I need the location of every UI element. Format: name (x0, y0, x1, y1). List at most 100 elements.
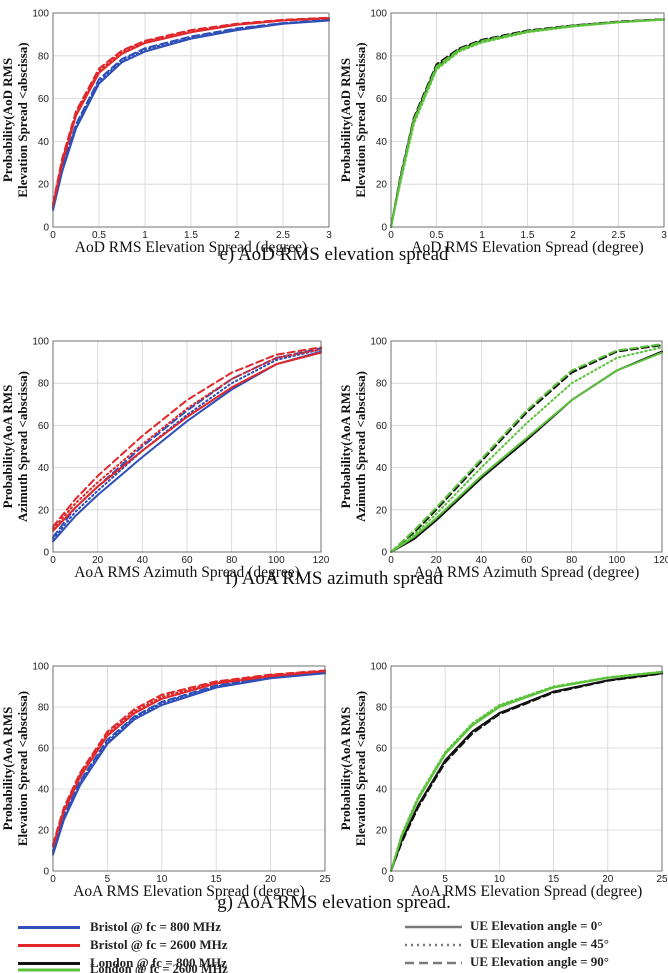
legend-label: London @ fc = 2600 MHz (90, 962, 228, 973)
y-tick-label: 40 (376, 785, 388, 796)
series-line (52, 346, 322, 528)
series-line (390, 343, 663, 553)
x-tick-label: 120 (313, 555, 330, 566)
y-tick-label: 40 (38, 137, 50, 148)
legend-style-label: UE Elevation angle = 90° (470, 954, 609, 969)
y-tick-label: 0 (43, 867, 49, 878)
y-axis-label: Azimuth Spread <abscissa) (15, 371, 30, 522)
legend-item-bristol-800: Bristol @ fc = 800 MHz (18, 918, 221, 936)
plot-frame (390, 12, 665, 228)
x-tick-label: 100 (268, 555, 285, 566)
y-tick-label: 0 (381, 867, 387, 878)
series-line (52, 351, 322, 532)
x-tick-label: 25 (656, 874, 668, 885)
x-tick-label: 60 (521, 555, 533, 566)
y-tick-label: 0 (43, 223, 49, 234)
series-line (390, 344, 663, 553)
x-tick-label: 2 (234, 230, 240, 241)
series-line (52, 671, 326, 852)
y-tick-label: 0 (381, 223, 387, 234)
y-tick-label: 60 (376, 744, 388, 755)
y-axis-label: Elevation Spread <abscissa) (353, 42, 368, 197)
y-axis-label: Probability(AoD RMS (0, 58, 15, 182)
y-tick-label: 60 (38, 421, 50, 432)
legend-style-label: UE Elevation angle = 45° (470, 936, 609, 951)
y-tick-label: 0 (43, 548, 49, 559)
y-axis-label: Elevation Spread <abscissa) (15, 42, 30, 197)
plot-frame (390, 340, 663, 553)
x-tick-label: 3 (661, 230, 667, 241)
x-tick-label: 15 (211, 874, 223, 885)
x-tick-label: 20 (92, 555, 104, 566)
x-tick-label: 80 (226, 555, 238, 566)
x-tick-label: 120 (654, 555, 668, 566)
y-tick-label: 20 (376, 180, 388, 191)
x-tick-label: 2.5 (612, 230, 626, 241)
x-tick-label: 1 (142, 230, 148, 241)
y-tick-label: 60 (38, 94, 50, 105)
legend-item-london-800: London @ fc = 800 MHz (18, 954, 227, 972)
y-tick-label: 80 (38, 51, 50, 62)
legend-item-bristol-2600: Bristol @ fc = 2600 MHz (18, 936, 228, 954)
y-tick-label: 100 (32, 337, 49, 348)
y-tick-label: 100 (370, 662, 387, 673)
x-tick-label: 0.5 (92, 230, 106, 241)
legend-style-label: UE Elevation angle = 0° (470, 918, 603, 933)
chart-e-left: 0 0.5 1 1.5 2 2.5 3 0 20 40 60 80 100 AoD RMS Elevati… (0, 9, 332, 257)
y-axis-label: Probability(AoA RMS (338, 707, 353, 831)
caption-g: g) AoA RMS elevation spread. (217, 892, 451, 913)
caption-f: f) AoA RMS azimuth spread (225, 568, 443, 589)
y-axis-label: Probability(AoA RMS (338, 385, 353, 509)
series-line (390, 672, 663, 872)
y-tick-label: 40 (376, 463, 388, 474)
plot-frame (52, 12, 330, 228)
chart-g-left: 0 5 10 15 20 25 0 20 40 60 80 100 AoA RMS Elevation … (0, 662, 331, 901)
y-tick-label: 80 (376, 703, 388, 714)
legend-swatch-red (18, 943, 80, 947)
x-tick-label: 40 (476, 555, 488, 566)
y-tick-label: 60 (376, 94, 388, 105)
y-tick-label: 40 (38, 463, 50, 474)
y-tick-label: 40 (38, 785, 50, 796)
x-tick-label: 0 (388, 874, 394, 885)
y-tick-label: 20 (38, 505, 50, 516)
y-tick-label: 100 (32, 662, 49, 673)
chart-e-right: 0 0.5 1 1.5 2 2.5 3 0 20 40 60 80 100 AoD RMS Elevati… (338, 9, 667, 257)
y-axis-label: Elevation Spread <abscissa) (15, 691, 30, 846)
y-tick-label: 100 (370, 9, 387, 20)
series-line (52, 669, 326, 846)
plot-frame (390, 665, 663, 872)
y-tick-label: 100 (32, 9, 49, 20)
y-tick-label: 20 (38, 180, 50, 191)
x-axis-label: AoD RMS Elevation Spread (degree) (411, 239, 643, 256)
y-axis-label: Probability(AoA RMS (0, 707, 15, 831)
x-tick-label: 1.5 (521, 230, 535, 241)
y-tick-label: 60 (376, 421, 388, 432)
plot-area (53, 666, 325, 871)
x-tick-label: 15 (548, 874, 560, 885)
x-tick-label: 1 (479, 230, 485, 241)
legend-swatch-blue (18, 925, 80, 929)
plot-frame (52, 665, 326, 872)
y-axis-label: Probability(AoA RMS (0, 385, 15, 509)
x-tick-label: 60 (181, 555, 193, 566)
x-axis-label: AoA RMS Elevation Spread (degree) (73, 883, 305, 900)
plot-frame (52, 340, 322, 553)
x-tick-label: 20 (602, 874, 614, 885)
y-tick-label: 80 (376, 379, 388, 390)
legend-label: Bristol @ fc = 2600 MHz (90, 937, 228, 952)
y-tick-label: 40 (376, 137, 388, 148)
x-axis-label: AoD RMS Elevation Spread (degree) (75, 239, 307, 256)
x-tick-label: 20 (265, 874, 277, 885)
x-tick-label: 2.5 (276, 230, 290, 241)
x-axis-label: AoA RMS Azimuth Spread (degree) (74, 564, 300, 581)
x-tick-label: 10 (494, 874, 506, 885)
series-line (390, 670, 663, 872)
x-tick-label: 5 (442, 874, 448, 885)
x-tick-label: 10 (156, 874, 168, 885)
x-tick-label: 0 (50, 555, 56, 566)
y-tick-label: 20 (376, 505, 388, 516)
